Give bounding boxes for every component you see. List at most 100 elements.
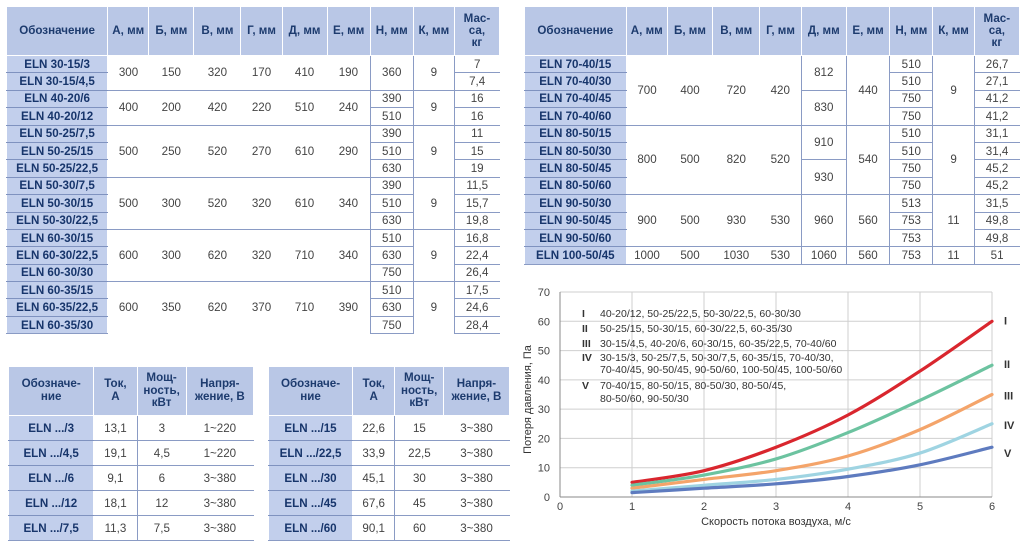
table-row: ELN 40-20/12 510 16	[5, 107, 500, 126]
spec-table-right: Обозначение А, мм Б, мм В, мм Г, мм Д, мм Е, м…	[524, 6, 1021, 265]
table-row: ELN .../3 13,1 3 1~220	[7, 415, 254, 441]
height-cell: 753	[889, 228, 933, 247]
value-cell: 3~380	[443, 415, 510, 441]
dimension-cell: 620	[193, 281, 241, 334]
height-cell: 510	[889, 54, 933, 73]
table-row: ELN 60-30/30 750 26,4	[5, 263, 500, 283]
value-cell: 3~380	[186, 490, 254, 516]
model-cell: ELN 60-30/15	[5, 228, 109, 248]
model-cell: ELN 50-30/7,5	[5, 176, 109, 196]
dimension-cell: 410	[282, 55, 328, 91]
value-cell: 3~380	[186, 465, 254, 491]
table-row: ELN .../45 67,6 45 3~380	[267, 490, 510, 516]
value-cell: 22,5	[394, 440, 444, 466]
table-row: ELN 60-30/22,5 630 22,4	[5, 246, 500, 265]
dimension-cell: 520	[759, 124, 802, 195]
series-label: I	[1004, 315, 1007, 327]
legend-text: 30-15/3, 50-25/7,5, 50-30/7,5, 60-35/15,…	[600, 352, 842, 376]
spec-left-header: Обозначение А, мм Б, мм В, мм Г, мм Д, мм Е, м…	[5, 6, 501, 56]
electrical-header: Обозначе-ние Ток, А Мощ-ность, кВт Напря-жени…	[267, 366, 511, 416]
column-header: Мощ-ность, кВт	[394, 366, 444, 416]
dimension-cell: 710	[282, 281, 328, 334]
mass-cell: 16,8	[453, 228, 500, 247]
mass-cell: 15	[453, 141, 500, 160]
column-header: Д, мм	[800, 6, 847, 56]
height-cell: 510	[889, 124, 933, 143]
model-cell: ELN 60-35/15	[5, 281, 109, 300]
model-cell: ELN .../60	[267, 515, 354, 541]
column-header: Ток, А	[93, 366, 138, 416]
model-cell: ELN 40-20/6	[5, 89, 109, 109]
e-cell: 540	[845, 124, 890, 195]
x-tick-label: 5	[917, 501, 923, 513]
height-cell: 390	[369, 176, 414, 195]
d-cell: 930	[800, 159, 847, 195]
d-cell: 1060	[800, 246, 847, 265]
value-cell: 3~380	[443, 515, 510, 541]
value-cell: 45	[394, 490, 444, 516]
series-line-V	[630, 445, 994, 495]
column-header: К, мм	[412, 6, 455, 56]
value-cell: 1~220	[186, 415, 254, 441]
dimension-cell: 620	[193, 228, 241, 282]
electrical-header: Обозначе-ние Ток, А Мощ-ность, кВт Напря-жени…	[7, 366, 255, 416]
model-cell: ELN 50-30/15	[5, 194, 109, 213]
dimension-cell: 400	[107, 89, 149, 126]
model-cell: ELN .../45	[267, 490, 354, 516]
mass-cell: 7	[453, 54, 500, 73]
dimension-cell: 600	[107, 281, 149, 334]
dimension-cell: 320	[240, 176, 283, 230]
dimension-cell: 520	[193, 176, 241, 230]
table-row: ELN 60-30/15 600 300 620 320 710 340 510 9 16,8	[5, 228, 500, 282]
column-header: Обозначе-ние	[267, 366, 354, 416]
model-cell: ELN 60-35/30	[5, 315, 109, 335]
dimension-cell: 530	[759, 194, 802, 247]
value-cell: 13,1	[93, 415, 138, 441]
value-cell: 30	[394, 465, 444, 491]
column-header: Мас-са, кг	[453, 6, 501, 56]
legend-text: 40-20/12, 50-25/22,5, 50-30/22,5, 60-30/…	[600, 308, 801, 320]
k-cell: 9	[932, 55, 975, 126]
mass-cell: 24,6	[453, 298, 500, 317]
value-cell: 3~380	[443, 465, 510, 491]
model-cell: ELN 80-50/45	[524, 159, 627, 178]
column-header: Мас-са, кг	[973, 6, 1021, 56]
model-cell: ELN 30-15/4,5	[5, 72, 109, 91]
table-row: ELN .../6 9,1 6 3~380	[7, 465, 254, 491]
table-row: ELN 70-40/15 700 400 720 420 812 440 510 9 26,7	[524, 54, 1020, 126]
series-line-I	[630, 319, 994, 484]
dimension-cell: 250	[148, 124, 194, 178]
dimension-cell: 340	[327, 176, 371, 230]
model-cell: ELN .../22,5	[267, 440, 354, 466]
d-cell: 910	[800, 124, 847, 160]
column-header: Напря-жение, В	[442, 366, 511, 416]
dimension-cell: 190	[327, 55, 371, 91]
d-cell: 960	[800, 194, 847, 247]
y-tick-label: 40	[538, 375, 550, 387]
mass-cell: 51	[973, 246, 1020, 265]
value-cell: 3~380	[443, 440, 510, 466]
height-cell: 750	[889, 89, 933, 108]
column-header: Обозначе-ние	[7, 366, 95, 416]
table-row: ELN .../60 90,1 60 3~380	[267, 515, 510, 541]
value-cell: 4,5	[136, 440, 187, 466]
table-row: ELN 100-50/45 1000 500 1030 530 1060 560 753 11 5…	[524, 246, 1020, 265]
mass-cell: 16	[453, 89, 500, 108]
table-row: ELN 90-50/30 900 500 930 530 960 560 513 11 31,5	[524, 194, 1020, 247]
height-cell: 750	[889, 107, 933, 126]
value-cell: 90,1	[352, 515, 395, 541]
series-label: IV	[1004, 420, 1015, 432]
series-label: II	[1004, 359, 1010, 371]
k-cell: 11	[932, 246, 975, 265]
legend-id: IV	[582, 352, 592, 364]
y-tick-label: 10	[538, 463, 550, 475]
dimension-cell: 900	[626, 194, 668, 247]
model-cell: ELN .../30	[267, 465, 354, 491]
electrical-table-right: Обозначе-ние Ток, А Мощ-ность, кВт Напря-жени…	[267, 366, 511, 541]
value-cell: 33,9	[352, 440, 395, 466]
value-cell: 6	[136, 465, 187, 491]
mass-cell: 17,5	[453, 281, 500, 299]
series-label: III	[1004, 391, 1013, 403]
dimension-cell: 600	[107, 228, 149, 282]
mass-cell: 31,5	[973, 194, 1020, 213]
